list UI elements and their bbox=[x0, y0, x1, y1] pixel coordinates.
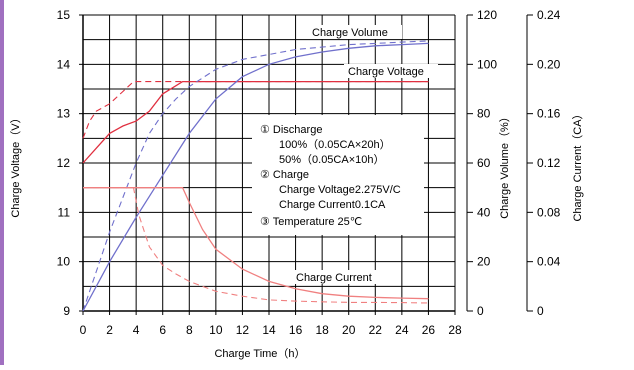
y-right1-tick-label: 120 bbox=[477, 8, 497, 22]
y-left-tick-label: 9 bbox=[63, 304, 70, 318]
y-right1-tick-label: 80 bbox=[477, 107, 491, 121]
annotation-charge-voltage: Charge Voltage bbox=[348, 66, 424, 78]
y-right2-axis-label: Charge Current（CA） bbox=[571, 108, 584, 221]
y-right2-tick-label: 0.20 bbox=[537, 57, 561, 71]
y-right1-tick-label: 40 bbox=[477, 205, 491, 219]
legend-box bbox=[252, 115, 424, 235]
x-tick-label: 16 bbox=[289, 323, 303, 337]
series-line-charge-voltage-100 bbox=[82, 80, 429, 164]
x-tick-label: 28 bbox=[448, 323, 462, 337]
y-left-tick-label: 11 bbox=[58, 205, 71, 219]
series-lines bbox=[82, 40, 429, 312]
y-right2-tick-label: 0 bbox=[537, 304, 544, 318]
x-tick-label: 24 bbox=[395, 323, 409, 337]
x-tick-label: 18 bbox=[315, 323, 329, 337]
x-tick-label: 26 bbox=[422, 323, 436, 337]
series-line-charge-voltage-50 bbox=[82, 81, 429, 139]
y-right1-tick-label: 60 bbox=[477, 156, 491, 170]
y-right2-tick-labels: 0 0.04 0.08 0.12 0.16 0.20 0.24 bbox=[527, 8, 561, 318]
series-line-charge-current-50 bbox=[83, 187, 429, 304]
volume-annotation-bg bbox=[308, 25, 402, 39]
legend-line-6: Charge Current0.1CA bbox=[279, 199, 386, 211]
legend-line-1: ① Discharge bbox=[260, 124, 322, 136]
y-right2-tick-label: 0.24 bbox=[537, 8, 561, 22]
y-right1-tick-labels: 0 20 40 60 80 100 120 bbox=[467, 8, 497, 318]
y-right1-tick-label: 0 bbox=[477, 304, 484, 318]
y-left-axis-label: Charge Voltage（V） bbox=[9, 112, 22, 217]
current-annotation-bg bbox=[292, 270, 386, 284]
legend-line-3: 50%（0.05CA×10h） bbox=[279, 153, 384, 166]
y-right2-tick-label: 0.04 bbox=[537, 255, 561, 269]
y-right2-tick-label: 0.16 bbox=[537, 107, 561, 121]
y-left-tick-labels: 9 10 11 12 13 14 15 bbox=[57, 8, 83, 318]
legend-line-5: Charge Voltage2.275V/C bbox=[279, 184, 401, 196]
annotation-charge-volume: Charge Volume bbox=[312, 27, 388, 39]
legend-line-4: ② Charge bbox=[260, 169, 309, 181]
x-axis-label: Charge Time（h） bbox=[214, 347, 305, 360]
x-tick-labels: 0 2 4 6 8 10 12 14 16 18 20 22 24 26 28 bbox=[80, 311, 462, 337]
x-tick-label: 12 bbox=[236, 323, 250, 337]
voltage-annotation-bg bbox=[344, 64, 438, 78]
y-right1-tick-label: 100 bbox=[477, 57, 497, 71]
x-tick-label: 14 bbox=[262, 323, 276, 337]
series-line-charge-current-100 bbox=[83, 187, 429, 300]
legend: ① Discharge 100%（0.05CA×20h） 50%（0.05CA×… bbox=[260, 124, 401, 228]
x-tick-label: 22 bbox=[369, 323, 383, 337]
y-left-tick-label: 13 bbox=[57, 107, 71, 121]
y-left-tick-label: 14 bbox=[57, 57, 71, 71]
y-left-tick-label: 10 bbox=[57, 255, 71, 269]
legend-line-2: 100%（0.05CA×20h） bbox=[279, 138, 391, 151]
y-right1-axis-label: Charge Volume（%） bbox=[498, 111, 511, 219]
y-left-tick-label: 15 bbox=[57, 8, 71, 22]
x-tick-label: 8 bbox=[186, 323, 193, 337]
annotation-charge-current: Charge Current bbox=[296, 272, 372, 284]
series-line-charge-volume-100 bbox=[82, 42, 429, 312]
x-tick-label: 0 bbox=[80, 323, 87, 337]
series-line-charge-volume-50 bbox=[82, 40, 429, 312]
y-right2-tick-label: 0.12 bbox=[537, 156, 561, 170]
x-tick-label: 2 bbox=[106, 323, 113, 337]
x-tick-label: 6 bbox=[159, 323, 166, 337]
legend-line-7: ③ Temperature 25℃ bbox=[260, 216, 362, 228]
x-tick-label: 10 bbox=[209, 323, 223, 337]
y-right1-tick-label: 20 bbox=[477, 255, 491, 269]
x-tick-label: 20 bbox=[342, 323, 356, 337]
y-left-tick-label: 12 bbox=[57, 156, 71, 170]
left-accent-bar bbox=[0, 0, 4, 365]
y-right2-tick-label: 0.08 bbox=[537, 205, 561, 219]
x-tick-label: 4 bbox=[133, 323, 140, 337]
